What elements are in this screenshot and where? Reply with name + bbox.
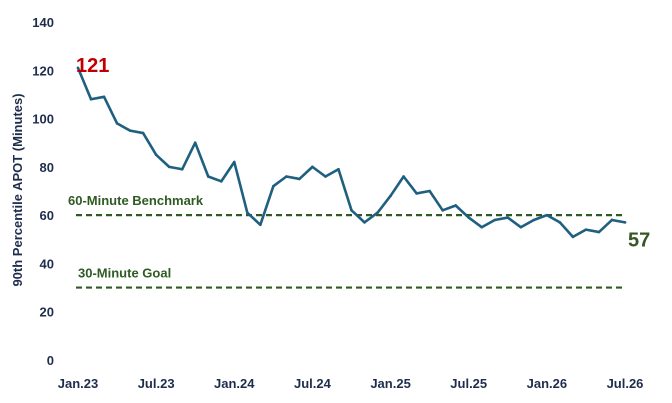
x-tick-label: Jan.24 [214,376,255,391]
annotation-group: 121 57 [76,55,650,252]
data-point [402,175,405,178]
data-point [337,167,340,171]
y-axis-title: 90th Percentile APOT (Minutes) [10,93,25,286]
data-point [193,141,197,145]
y-tick-label: 60 [40,208,54,223]
y-tick-label: 120 [32,63,54,78]
y-tick-label: 20 [40,305,54,320]
data-point [350,209,353,212]
reference-line-label: 60-Minute Benchmark [68,193,204,208]
x-tick-group: Jan.23 Jul.23 Jan.24 Jul.24 Jan.25 Jul.25 Jan.… [58,376,644,391]
x-tick-label: Jan.26 [527,376,567,391]
data-point [167,165,171,169]
data-point [454,204,457,207]
y-tick-label: 40 [40,256,54,271]
x-tick-label: Jan.23 [58,376,98,391]
x-tick-label: Jul.26 [607,376,644,391]
data-point [623,221,627,224]
data-point [311,165,314,169]
data-point [219,180,223,183]
series-group [76,66,627,239]
data-point [324,175,327,178]
data-point [415,192,418,195]
data-point [154,153,158,157]
data-point [571,235,575,239]
x-tick-label: Jul.25 [450,376,487,391]
data-point [246,211,249,215]
data-point [180,167,184,171]
data-point [376,211,379,215]
data-point [102,95,106,99]
x-tick-label: Jan.25 [370,376,410,391]
data-point [545,213,549,217]
y-tick-label: 140 [32,15,54,30]
data-point [115,122,119,125]
data-point [584,228,588,231]
data-point [128,129,132,132]
data-point [141,131,145,135]
data-point [532,218,536,222]
data-point [89,97,93,101]
data-point [610,218,614,222]
data-point [597,230,601,234]
reference-line-label: 30-Minute Goal [78,266,171,281]
y-tick-group: 0 20 40 60 80 100 120 140 [32,15,54,368]
y-tick-label: 100 [32,112,54,127]
data-point [363,221,366,224]
data-point [480,225,484,229]
data-point [232,160,236,164]
data-point [298,177,301,181]
data-point [76,66,80,70]
data-point [389,194,392,198]
data-point [441,209,444,212]
data-point [493,218,497,222]
data-point [428,189,431,193]
data-point [506,216,510,219]
x-tick-label: Jul.23 [138,376,175,391]
value-callout: 57 [628,229,650,251]
data-point [285,175,288,178]
data-point [467,216,471,219]
data-point [558,221,562,224]
y-tick-label: 80 [40,160,54,175]
data-point [272,184,275,188]
reference-lines: 60-Minute Benchmark 30-Minute Goal [68,193,626,289]
y-tick-label: 0 [47,353,54,368]
data-point [259,223,262,227]
data-point [206,175,210,178]
data-point [519,225,523,229]
value-callout: 121 [76,55,109,77]
x-tick-label: Jul.24 [294,376,332,391]
